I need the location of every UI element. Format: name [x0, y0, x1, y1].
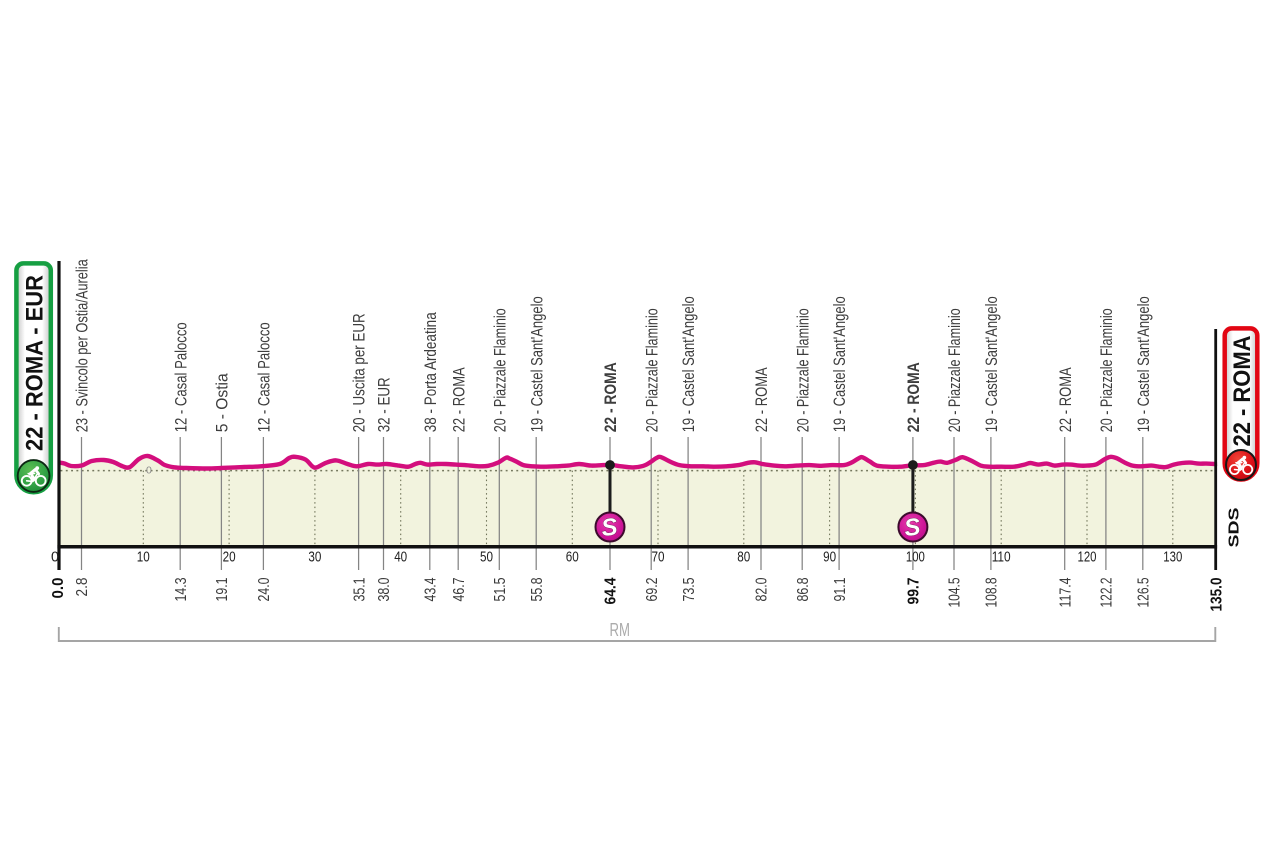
- svg-text:20 - Uscita per EUR: 20 - Uscita per EUR: [350, 313, 369, 432]
- svg-text:110: 110: [992, 550, 1011, 566]
- svg-text:12 - Casal Palocco: 12 - Casal Palocco: [171, 322, 190, 432]
- svg-text:40: 40: [394, 550, 407, 566]
- svg-text:14.3: 14.3: [173, 577, 190, 601]
- svg-text:73.5: 73.5: [681, 577, 698, 601]
- svg-text:22 - ROMA: 22 - ROMA: [904, 362, 923, 432]
- svg-text:70: 70: [652, 550, 665, 566]
- svg-text:135.0: 135.0: [1208, 577, 1225, 611]
- svg-text:30: 30: [308, 550, 321, 566]
- svg-text:108.8: 108.8: [984, 577, 1001, 607]
- svg-text:5 - Ostia: 5 - Ostia: [213, 373, 232, 432]
- svg-text:S: S: [600, 513, 619, 542]
- svg-text:S: S: [903, 513, 922, 542]
- svg-text:0: 0: [146, 465, 152, 477]
- svg-text:80: 80: [737, 550, 750, 566]
- svg-text:0.0: 0.0: [50, 577, 67, 598]
- svg-text:64.4: 64.4: [603, 577, 620, 604]
- svg-text:22 - ROMA - EUR: 22 - ROMA - EUR: [21, 275, 48, 451]
- svg-text:10: 10: [137, 550, 150, 566]
- svg-text:32 - EUR: 32 - EUR: [375, 377, 394, 432]
- svg-text:51.5: 51.5: [492, 577, 509, 601]
- svg-text:38 - Porta Ardeatina: 38 - Porta Ardeatina: [421, 312, 440, 432]
- svg-text:104.5: 104.5: [947, 577, 964, 607]
- svg-text:91.1: 91.1: [832, 577, 849, 601]
- svg-text:22 - ROMA: 22 - ROMA: [1229, 335, 1256, 446]
- svg-text:82.0: 82.0: [754, 577, 771, 601]
- svg-text:86.8: 86.8: [795, 577, 812, 601]
- svg-text:100: 100: [906, 550, 925, 566]
- svg-text:22 - ROMA: 22 - ROMA: [449, 367, 468, 432]
- svg-text:43.4: 43.4: [423, 577, 440, 601]
- svg-text:20: 20: [223, 550, 236, 566]
- svg-text:19 - Castel Sant'Angelo: 19 - Castel Sant'Angelo: [679, 296, 698, 432]
- svg-text:69.2: 69.2: [644, 577, 661, 601]
- svg-text:20 - Piazzale Flaminio: 20 - Piazzale Flaminio: [490, 308, 509, 432]
- svg-text:117.4: 117.4: [1057, 577, 1074, 607]
- svg-text:120: 120: [1078, 550, 1097, 566]
- svg-text:19 - Castel Sant'Angelo: 19 - Castel Sant'Angelo: [1134, 296, 1153, 432]
- svg-text:19.1: 19.1: [214, 577, 231, 601]
- svg-text:46.7: 46.7: [451, 577, 468, 601]
- svg-text:RM: RM: [609, 620, 630, 640]
- svg-text:60: 60: [566, 550, 579, 566]
- svg-text:20 - Piazzale Flaminio: 20 - Piazzale Flaminio: [945, 308, 964, 432]
- svg-text:12 - Casal Palocco: 12 - Casal Palocco: [255, 322, 274, 432]
- svg-text:22 - ROMA: 22 - ROMA: [752, 367, 771, 432]
- svg-text:24.0: 24.0: [256, 577, 273, 601]
- svg-text:50: 50: [480, 550, 493, 566]
- svg-text:35.1: 35.1: [351, 577, 368, 601]
- svg-text:SDS: SDS: [1226, 508, 1243, 548]
- svg-text:19 - Castel Sant'Angelo: 19 - Castel Sant'Angelo: [830, 296, 849, 432]
- svg-text:38.0: 38.0: [376, 577, 393, 601]
- svg-text:126.5: 126.5: [1136, 577, 1153, 607]
- svg-text:20 - Piazzale Flaminio: 20 - Piazzale Flaminio: [642, 308, 661, 432]
- svg-text:55.8: 55.8: [529, 577, 546, 601]
- svg-text:99.7: 99.7: [906, 577, 923, 604]
- svg-text:20 - Piazzale Flaminio: 20 - Piazzale Flaminio: [793, 308, 812, 432]
- svg-text:19 - Castel Sant'Angelo: 19 - Castel Sant'Angelo: [527, 296, 546, 432]
- svg-text:22 - ROMA: 22 - ROMA: [1056, 367, 1075, 432]
- svg-text:0: 0: [51, 550, 59, 566]
- svg-text:122.2: 122.2: [1099, 577, 1116, 607]
- svg-text:22 - ROMA: 22 - ROMA: [601, 362, 620, 432]
- svg-text:90: 90: [823, 550, 836, 566]
- svg-text:23 - Svincolo per Ostia/Aureli: 23 - Svincolo per Ostia/Aurelia: [73, 259, 92, 432]
- svg-text:19 - Castel Sant'Angelo: 19 - Castel Sant'Angelo: [982, 296, 1001, 432]
- svg-text:20 - Piazzale Flaminio: 20 - Piazzale Flaminio: [1097, 308, 1116, 432]
- svg-text:130: 130: [1163, 550, 1182, 566]
- svg-text:2.8: 2.8: [74, 577, 91, 596]
